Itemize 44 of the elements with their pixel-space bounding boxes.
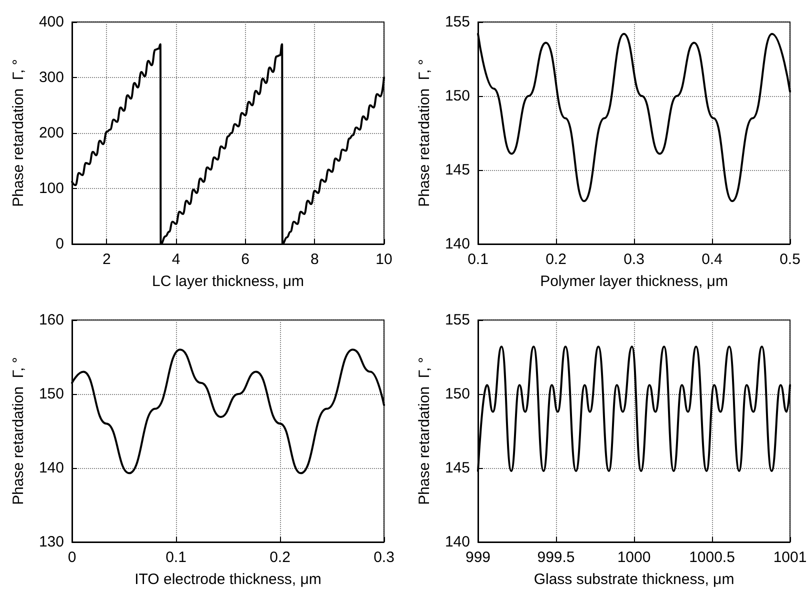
x-tick-label: 10 xyxy=(376,251,392,268)
x-axis-title: LC layer thickness, μm xyxy=(152,273,304,290)
x-tick-label: 0 xyxy=(68,549,76,566)
x-tick-label: 4 xyxy=(172,251,180,268)
x-tick-label: 6 xyxy=(241,251,250,268)
x-tick-label: 1001 xyxy=(773,549,807,566)
x-tick-label: 0.3 xyxy=(624,251,644,268)
y-tick-label: 130 xyxy=(38,534,64,550)
y-tick-label: 300 xyxy=(38,69,64,86)
y-tick-label: 150 xyxy=(444,386,470,402)
y-tick-label: 140 xyxy=(38,460,64,476)
y-tick-label: 140 xyxy=(444,534,470,550)
y-axis-title: Phase retardation Γ, ° xyxy=(416,59,433,207)
y-tick-label: 145 xyxy=(444,460,470,476)
y-tick-label: 140 xyxy=(444,236,470,252)
y-tick-label: 155 xyxy=(444,14,470,30)
x-tick-label: 0.2 xyxy=(546,251,566,268)
x-tick-label: 0.1 xyxy=(166,549,186,566)
x-tick-label: 1000 xyxy=(617,549,651,566)
x-tick-label: 0.3 xyxy=(374,549,394,566)
y-tick-label: 160 xyxy=(38,312,64,328)
y-tick-label: 145 xyxy=(444,162,470,178)
x-axis-title: Glass substrate thickness, μm xyxy=(534,571,734,588)
x-tick-label: 0.4 xyxy=(702,251,722,268)
y-tick-label: 200 xyxy=(38,124,64,142)
x-axis-title: ITO electrode thickness, μm xyxy=(134,571,322,588)
y-axis-title: Phase retardation Γ, ° xyxy=(416,357,433,505)
y-tick-label: 155 xyxy=(444,312,470,328)
x-tick-label: 1000.5 xyxy=(689,549,735,566)
y-axis-title: Phase retardation Γ, ° xyxy=(10,59,27,207)
y-tick-label: 400 xyxy=(38,14,64,30)
x-axis-title: Polymer layer thickness, μm xyxy=(540,273,728,290)
x-tick-label: 2 xyxy=(102,251,111,268)
y-tick-label: 100 xyxy=(38,180,64,197)
y-tick-label: 150 xyxy=(38,386,64,402)
y-tick-label: 0 xyxy=(56,236,64,252)
x-tick-label: 999 xyxy=(465,549,491,566)
y-axis-title: Phase retardation Γ, ° xyxy=(10,357,27,505)
x-tick-label: 999.5 xyxy=(537,549,575,566)
x-tick-label: 0.5 xyxy=(780,251,800,268)
x-tick-label: 8 xyxy=(310,251,319,268)
y-tick-label: 150 xyxy=(444,88,470,104)
x-tick-label: 0.2 xyxy=(270,549,290,566)
x-tick-label: 0.1 xyxy=(468,251,488,268)
